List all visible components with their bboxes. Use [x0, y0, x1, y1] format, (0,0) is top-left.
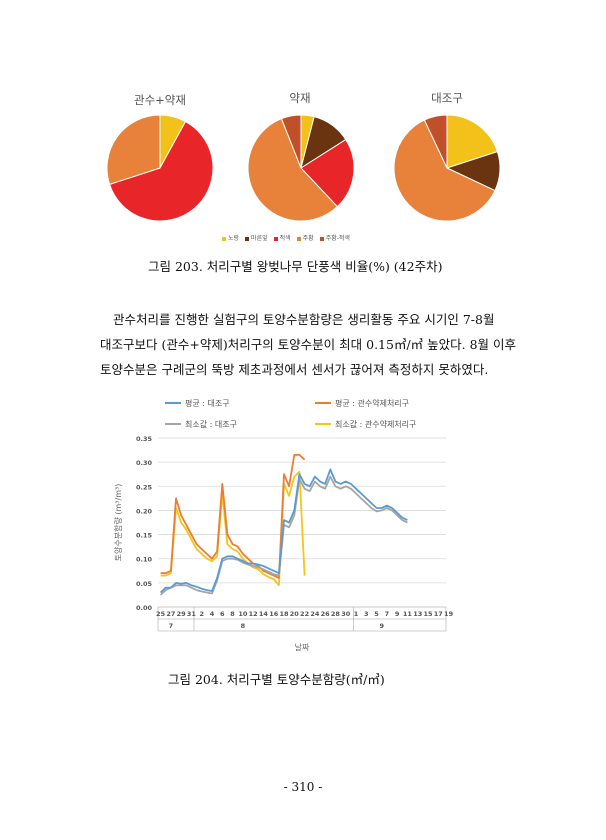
pie-1-slice-4 — [106, 114, 161, 186]
x-tick-label: 15 — [423, 610, 433, 618]
month-label: 7 — [169, 622, 174, 630]
x-tick-label: 11 — [403, 610, 413, 618]
x-tick-label: 30 — [341, 610, 351, 618]
series-line-2 — [160, 454, 306, 579]
x-tick-label: 19 — [444, 610, 454, 618]
x-tick-label: 4 — [210, 610, 215, 618]
pie-legend-item: 노랑 — [222, 233, 239, 242]
figure-203-caption: 그림 203. 처리구별 왕벚나무 단풍색 비율(%) (42주차) — [148, 259, 443, 274]
x-tick-label: 31 — [187, 610, 197, 618]
page-number: - 310 - — [283, 780, 323, 794]
x-tick-label: 20 — [290, 610, 300, 618]
y-tick-label: 0.05 — [136, 580, 153, 588]
x-tick-label: 24 — [310, 610, 320, 618]
pie-title-2: 약재 — [289, 91, 311, 105]
y-tick-label: 0.15 — [136, 532, 153, 540]
legend-label: 마른잎 — [251, 235, 268, 242]
pie-3-slice-1 — [446, 114, 499, 169]
chart-legend-label: 평균 : 대조구 — [185, 398, 230, 408]
paragraph-line-1: 관수처리를 진행한 실험구의 토양수분함량은 생리활동 주요 시기인 7-8월 — [113, 312, 495, 327]
y-axis-title: 토양수분함량 (m³/m³) — [113, 484, 123, 562]
x-tick-label: 26 — [321, 610, 331, 618]
legend-label: 주황-적색 — [325, 235, 350, 242]
pie-2-slice-3 — [300, 138, 355, 208]
x-tick-label: 6 — [220, 610, 225, 618]
pie-charts — [106, 114, 501, 222]
pie-legend-item: 주황-적색 — [319, 233, 350, 242]
legend-label: 노랑 — [228, 235, 240, 242]
pie-title-1: 관수+약재 — [134, 93, 186, 107]
legend-swatch — [296, 236, 301, 241]
figure-204-caption: 그림 204. 처리구별 토양수분함량(㎥/㎥) — [168, 672, 385, 687]
x-tick-label: 25 — [156, 610, 166, 618]
x-tick-label: 1 — [354, 610, 359, 618]
y-tick-label: 0.30 — [136, 459, 153, 467]
x-tick-label: 28 — [331, 610, 341, 618]
month-label: 8 — [241, 622, 246, 630]
pie-2-slice-4 — [247, 118, 338, 222]
x-axis-title: 날짜 — [295, 642, 310, 652]
pie-legend-item: 적색 — [273, 233, 291, 242]
y-tick-label: 0.25 — [136, 483, 153, 491]
y-tick-label: 0.35 — [136, 435, 153, 443]
x-tick-label: 22 — [300, 610, 309, 618]
legend-swatch — [319, 236, 324, 241]
pie-3-slice-4 — [393, 119, 496, 222]
x-tick-label: 2 — [199, 610, 204, 618]
x-tick-label: 13 — [413, 610, 422, 618]
legend-swatch — [245, 236, 250, 241]
x-tick-label: 18 — [279, 610, 289, 618]
pie-1-slice-3 — [108, 120, 214, 222]
x-tick-label: 9 — [395, 610, 400, 618]
pie-legend: 노랑 마른잎 적색 주황 주황-적색 — [222, 233, 350, 242]
x-tick-label: 17 — [434, 610, 443, 618]
chart-legend-label: 평균 : 관수약제처리구 — [335, 398, 409, 408]
y-tick-label: 0.10 — [136, 556, 153, 564]
pie-legend-item: 주황 — [296, 233, 314, 242]
series-line-1 — [159, 468, 408, 594]
body-paragraph: 관수처리를 진행한 실험구의 토양수분함량은 생리활동 주요 시기인 7-8월 … — [100, 307, 517, 382]
y-tick-label: 0.00 — [136, 604, 153, 612]
x-tick-label: 10 — [238, 610, 248, 618]
pie-3-slice-5 — [423, 114, 448, 169]
month-label: 9 — [379, 622, 384, 630]
pie-legend-item: 마른잎 — [245, 233, 268, 242]
x-tick-label: 8 — [230, 610, 235, 618]
y-tick-label: 0.20 — [136, 507, 153, 515]
chart-legend-label: 최소값 : 관수약제처리구 — [335, 419, 416, 429]
paragraph-line-3: 토양수분은 구례군의 뚝방 제초과정에서 센서가 끊어져 측정하지 못하였다. — [100, 362, 489, 377]
x-tick-label: 27 — [166, 610, 175, 618]
legend-swatch — [273, 236, 278, 241]
x-tick-label: 7 — [385, 610, 390, 618]
pie-2-slice-5 — [280, 114, 302, 169]
x-tick-label: 16 — [269, 610, 279, 618]
x-tick-label: 12 — [249, 610, 258, 618]
x-tick-label: 14 — [259, 610, 269, 618]
legend-label: 적색 — [279, 235, 291, 242]
legend-swatch — [222, 236, 226, 241]
paragraph-line-2: 대조구보다 (관수+약제)처리구의 토양수분이 최대 0.15㎥/㎥ 높았다. … — [100, 337, 517, 352]
legend-label: 주황 — [302, 235, 314, 242]
pie-title-3: 대조구 — [431, 91, 463, 105]
x-tick-label: 29 — [177, 610, 187, 618]
x-tick-label: 5 — [374, 610, 379, 618]
chart-legend-label: 최소값 : 대조구 — [185, 419, 237, 429]
x-tick-label: 3 — [364, 610, 369, 618]
